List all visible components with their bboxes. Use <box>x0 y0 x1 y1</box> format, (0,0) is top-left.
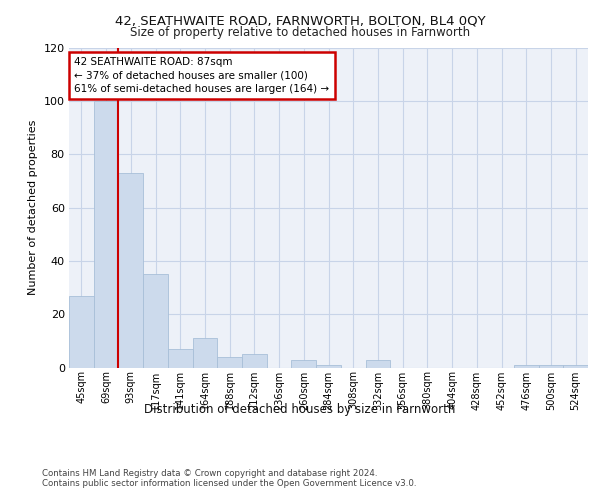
Y-axis label: Number of detached properties: Number of detached properties <box>28 120 38 295</box>
Text: 42, SEATHWAITE ROAD, FARNWORTH, BOLTON, BL4 0QY: 42, SEATHWAITE ROAD, FARNWORTH, BOLTON, … <box>115 15 485 28</box>
Bar <box>365 360 390 368</box>
Bar <box>292 360 316 368</box>
Bar <box>168 349 193 368</box>
Bar <box>94 101 118 367</box>
Bar <box>118 173 143 368</box>
Bar <box>539 365 563 368</box>
Bar <box>242 354 267 368</box>
Bar <box>514 365 539 368</box>
Text: Contains HM Land Registry data © Crown copyright and database right 2024.: Contains HM Land Registry data © Crown c… <box>42 468 377 477</box>
Bar <box>217 357 242 368</box>
Bar <box>316 365 341 368</box>
Text: Size of property relative to detached houses in Farnworth: Size of property relative to detached ho… <box>130 26 470 39</box>
Text: Contains public sector information licensed under the Open Government Licence v3: Contains public sector information licen… <box>42 478 416 488</box>
Bar <box>69 296 94 368</box>
Text: Distribution of detached houses by size in Farnworth: Distribution of detached houses by size … <box>145 402 455 415</box>
Text: 42 SEATHWAITE ROAD: 87sqm
← 37% of detached houses are smaller (100)
61% of semi: 42 SEATHWAITE ROAD: 87sqm ← 37% of detac… <box>74 57 329 94</box>
Bar <box>193 338 217 368</box>
Bar <box>563 365 588 368</box>
Bar <box>143 274 168 368</box>
